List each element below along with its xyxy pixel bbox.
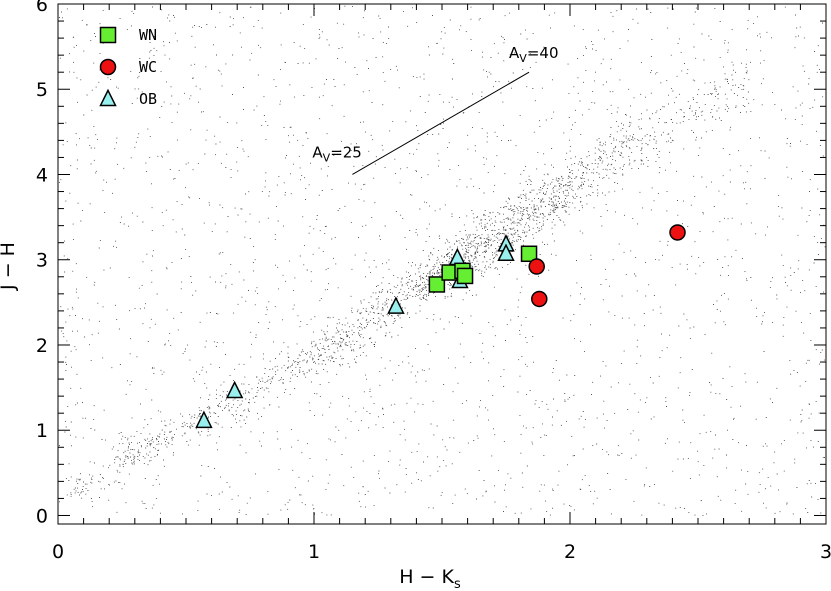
legend-label-wc: WC bbox=[139, 58, 157, 76]
ob-point bbox=[225, 380, 244, 399]
wc-point bbox=[528, 258, 545, 275]
legend-marker-wc bbox=[99, 58, 117, 76]
y-axis-ticks bbox=[58, 3, 826, 516]
y-tick-label: 5 bbox=[36, 79, 48, 101]
x-tick-label: 3 bbox=[820, 541, 831, 563]
legend-label-ob: OB bbox=[139, 90, 157, 108]
legend-label-wn: WN bbox=[139, 26, 157, 44]
y-tick-label: 3 bbox=[36, 250, 48, 272]
reddening-start-label-subscript: V bbox=[323, 151, 331, 164]
y-tick-label: 2 bbox=[36, 335, 48, 357]
y-tick-label: 6 bbox=[36, 0, 48, 16]
wn-point bbox=[456, 267, 474, 285]
wc-point bbox=[531, 290, 548, 308]
wn-point bbox=[520, 245, 538, 263]
x-axis-tick-labels: 0 1 2 3 bbox=[52, 541, 831, 563]
field-star-dots bbox=[59, 5, 826, 516]
plot-frame bbox=[57, 3, 827, 525]
y-tick-label: 4 bbox=[36, 164, 48, 186]
x-tick-label: 1 bbox=[308, 541, 320, 563]
legend-marker-ob bbox=[99, 88, 117, 107]
y-axis-title: J − H bbox=[0, 242, 19, 291]
reddening-start-label-value: =25 bbox=[330, 143, 362, 161]
data-points bbox=[195, 224, 686, 429]
ob-point bbox=[387, 296, 405, 314]
reddening-end-label: AV=40 bbox=[509, 44, 558, 65]
reddening-end-label-subscript: V bbox=[519, 52, 527, 65]
background-field-stars bbox=[59, 5, 826, 516]
y-tick-label: 0 bbox=[36, 505, 48, 527]
x-tick-label: 2 bbox=[564, 541, 576, 563]
legend-marker-wn bbox=[99, 26, 117, 44]
y-axis-tick-labels: 0 1 2 3 4 5 6 bbox=[36, 0, 48, 527]
reddening-start-label: AV=25 bbox=[312, 143, 361, 164]
wn-point bbox=[428, 276, 446, 293]
reddening-end-label-value: =40 bbox=[527, 44, 559, 62]
reddening-vector bbox=[352, 71, 530, 175]
x-axis-title-subscript: s bbox=[454, 577, 461, 591]
x-tick-label: 0 bbox=[52, 541, 64, 563]
ob-point bbox=[448, 247, 467, 266]
x-axis-title: H − Ks bbox=[399, 566, 461, 591]
legend: WN WC OB bbox=[99, 26, 157, 108]
ob-point bbox=[497, 243, 515, 261]
x-axis-ticks bbox=[57, 4, 827, 524]
wc-point bbox=[669, 224, 686, 241]
ob-point bbox=[195, 410, 213, 429]
y-tick-label: 1 bbox=[36, 420, 48, 442]
